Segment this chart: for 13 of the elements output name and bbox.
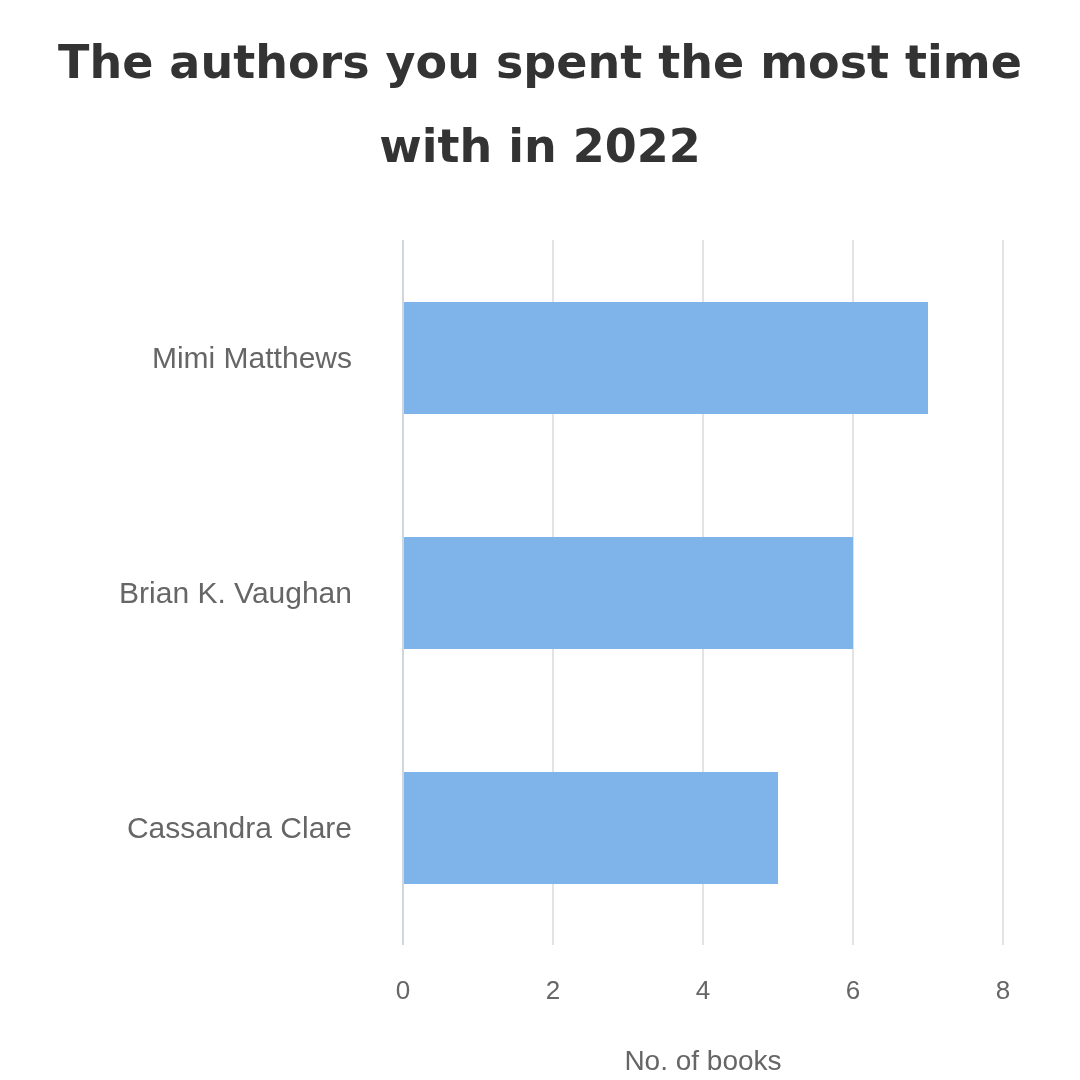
x-axis-title: No. of books [624,1045,782,1076]
x-tick-label: 4 [695,975,711,1006]
bar [403,537,853,649]
x-tick-label: 0 [395,975,411,1006]
bar [403,772,778,884]
y-tick-label: Mimi Matthews [151,341,352,375]
x-tick-label: 6 [845,975,861,1006]
bar [403,302,928,414]
x-tick-label: 8 [995,975,1011,1006]
chart-title: The authors you spent the most time with in 2022 [57,34,1023,175]
y-tick-label: Brian K. Vaughan [119,576,352,610]
x-tick-label: 2 [545,975,561,1006]
y-tick-label: Cassandra Clare [126,811,352,845]
